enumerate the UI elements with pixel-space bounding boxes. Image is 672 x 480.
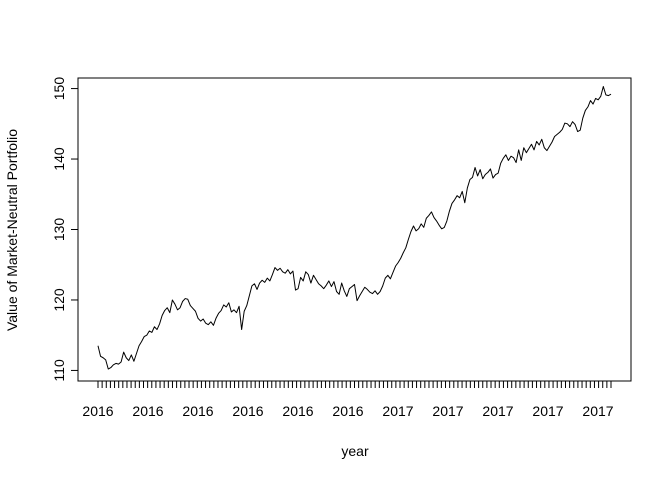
x-tick-label: 2016 — [332, 403, 363, 419]
x-tick-label: 2017 — [582, 403, 613, 419]
y-axis: 110 120 130 140 150 — [51, 77, 79, 382]
series-layer — [97, 85, 612, 370]
x-tick-label: 2016 — [282, 403, 313, 419]
x-tick-label: 2016 — [182, 403, 213, 419]
x-tick-label: 2016 — [82, 403, 113, 419]
y-axis-label: Value of Market-Neutral Portfolio — [4, 129, 20, 331]
x-tick-label: 2017 — [532, 403, 563, 419]
x-axis: 2016 2016 2016 2016 2016 2016 2017 2017 2017 2017… — [82, 380, 614, 419]
y-tick-label: 130 — [51, 218, 67, 242]
x-tick-label: 2017 — [432, 403, 463, 419]
y-tick-label: 110 — [51, 359, 67, 382]
series-line — [97, 85, 612, 370]
x-tick-label: 2017 — [382, 403, 413, 419]
plot-box — [77, 77, 632, 382]
x-tick-label: 2016 — [132, 403, 163, 419]
x-axis-label: year — [341, 443, 369, 459]
y-tick-label: 150 — [51, 77, 67, 101]
x-tick-label: 2017 — [482, 403, 513, 419]
y-tick-label: 120 — [51, 288, 67, 312]
y-tick-label: 140 — [51, 147, 67, 171]
x-tick-label: 2016 — [232, 403, 263, 419]
